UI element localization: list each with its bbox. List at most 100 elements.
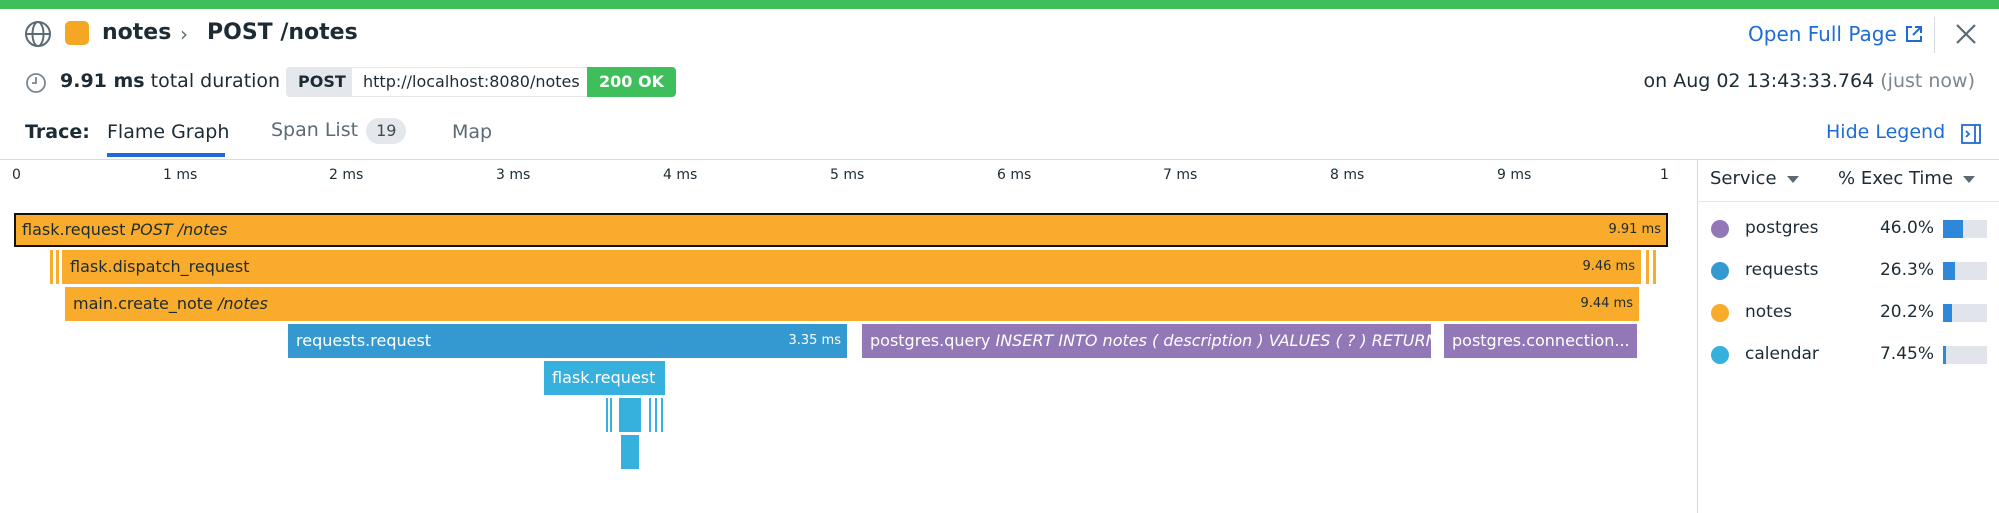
span-name: flask.request <box>22 220 126 239</box>
legend-service: requests <box>1745 260 1819 280</box>
span-requests-request[interactable]: requests.request 3.35 ms <box>288 324 847 358</box>
span-sliver[interactable] <box>1646 250 1649 284</box>
view-tabs: Trace: Flame Graph Span List 19 Map Hide … <box>0 112 1999 160</box>
hide-legend-button[interactable]: Hide Legend <box>1826 121 1946 143</box>
span-sliver[interactable] <box>56 250 59 284</box>
span-resource: /notes <box>218 294 268 313</box>
timestamp-value: on Aug 02 13:43:33.764 <box>1643 70 1875 92</box>
service-color-swatch <box>65 21 89 45</box>
http-method-badge: POST <box>286 67 358 97</box>
tab-flame-graph[interactable]: Flame Graph <box>107 121 230 143</box>
axis-tick: 5 ms <box>830 167 865 183</box>
axis-tick: 1 <box>1660 167 1669 183</box>
span-sliver[interactable] <box>606 398 608 432</box>
span-duration: 3.35 ms <box>788 333 841 348</box>
span-duration: 9.91 ms <box>1608 222 1661 237</box>
span-label: main.create_note /notes <box>73 294 268 313</box>
breadcrumb-chevron-icon: › <box>180 22 188 46</box>
span-flask-request-root[interactable]: flask.request POST /notes 9.91 ms <box>14 213 1668 247</box>
trace-label: Trace: <box>25 121 90 143</box>
caret-down-icon <box>1786 175 1799 183</box>
span-label: postgres.query INSERT INTO notes ( descr… <box>870 331 1431 350</box>
span-sliver[interactable] <box>50 250 53 284</box>
timestamp-relative: (just now) <box>1880 70 1975 92</box>
axis-tick: 8 ms <box>1330 167 1365 183</box>
legend-pct: 46.0% <box>1879 218 1934 238</box>
service-legend: Service % Exec Time postgres 46.0% reque… <box>1697 160 1999 513</box>
trace-timestamp: on Aug 02 13:43:33.764 (just now) <box>1644 70 1976 92</box>
exec-time-bar-fill <box>1943 220 1964 238</box>
span-sliver[interactable] <box>619 398 641 432</box>
legend-divider <box>1698 201 1999 202</box>
caret-down-icon <box>1963 175 1976 183</box>
legend-sort-exec-time[interactable]: % Exec Time <box>1838 168 1976 189</box>
service-dot <box>1711 220 1729 238</box>
legend-row[interactable]: postgres 46.0% <box>1698 212 1999 246</box>
span-calendar-flask-request[interactable]: flask.request <box>544 361 665 395</box>
axis-tick: 1 ms <box>163 167 198 183</box>
axis-tick: 2 ms <box>329 167 364 183</box>
axis-tick: 7 ms <box>1163 167 1198 183</box>
span-postgres-query[interactable]: postgres.query INSERT INTO notes ( descr… <box>862 324 1431 358</box>
summary-row: 9.91 ms total duration POST http://local… <box>0 62 1999 102</box>
axis-tick: 6 ms <box>997 167 1032 183</box>
tabs-divider <box>0 159 1999 160</box>
close-icon[interactable] <box>1950 18 1982 50</box>
request-url[interactable]: http://localhost:8080/notes <box>352 67 591 97</box>
span-resource: POST /notes <box>130 220 228 239</box>
header-divider <box>1934 17 1935 53</box>
legend-exec-header: % Exec Time <box>1838 168 1954 189</box>
clock-icon <box>26 73 46 93</box>
total-duration: 9.91 ms total duration <box>60 70 280 92</box>
span-label: flask.request POST /notes <box>22 220 228 239</box>
resource-name[interactable]: POST /notes <box>207 20 358 45</box>
duration-suffix: total duration <box>150 70 281 92</box>
external-link-icon[interactable] <box>1904 24 1924 44</box>
span-resource: INSERT INTO notes ( description ) VALUES… <box>995 331 1431 350</box>
exec-time-bar <box>1943 304 1987 322</box>
span-sliver[interactable] <box>610 398 612 432</box>
legend-row[interactable]: notes 20.2% <box>1698 296 1999 330</box>
exec-time-bar-fill <box>1943 304 1952 322</box>
service-dot <box>1711 346 1729 364</box>
axis-tick: 0 <box>12 167 21 183</box>
span-sliver[interactable] <box>1653 250 1656 284</box>
axis-tick: 3 ms <box>496 167 531 183</box>
legend-service: postgres <box>1745 218 1819 238</box>
span-sliver[interactable] <box>661 398 663 432</box>
span-sliver[interactable] <box>655 398 657 432</box>
flame-graph: 0 1 ms 2 ms 3 ms 4 ms 5 ms 6 ms 7 ms 8 m… <box>0 160 1697 513</box>
legend-sort-service[interactable]: Service <box>1710 168 1799 189</box>
axis-tick: 9 ms <box>1497 167 1532 183</box>
tab-map[interactable]: Map <box>452 121 493 143</box>
legend-pct: 26.3% <box>1879 260 1934 280</box>
span-flask-dispatch-request[interactable]: flask.dispatch_request 9.46 ms <box>62 250 1641 284</box>
service-dot <box>1711 262 1729 280</box>
status-top-bar <box>0 0 1999 9</box>
globe-icon <box>25 21 51 47</box>
collapse-legend-icon[interactable] <box>1960 123 1982 145</box>
legend-service-header: Service <box>1710 168 1777 189</box>
span-sliver[interactable] <box>649 398 651 432</box>
tab-span-list[interactable]: Span List 19 <box>271 118 407 144</box>
legend-pct: 7.45% <box>1879 344 1934 364</box>
span-sliver[interactable] <box>621 435 639 469</box>
span-duration: 9.46 ms <box>1582 259 1635 274</box>
span-main-create-note[interactable]: main.create_note /notes 9.44 ms <box>65 287 1639 321</box>
service-dot <box>1711 304 1729 322</box>
exec-time-bar-fill <box>1943 346 1947 364</box>
span-label: requests.request <box>296 331 432 350</box>
legend-row[interactable]: calendar 7.45% <box>1698 338 1999 372</box>
span-duration: 9.44 ms <box>1580 296 1633 311</box>
active-tab-indicator <box>107 153 225 157</box>
status-badge: 200 OK <box>587 67 676 97</box>
service-name[interactable]: notes <box>102 20 172 45</box>
exec-time-bar <box>1943 346 1987 364</box>
legend-pct: 20.2% <box>1879 302 1934 322</box>
title-row: notes › POST /notes Open Full Page <box>0 9 1999 59</box>
legend-row[interactable]: requests 26.3% <box>1698 254 1999 288</box>
span-count-badge: 19 <box>366 118 407 144</box>
open-full-page-link[interactable]: Open Full Page <box>1748 22 1897 46</box>
span-name: postgres.query <box>870 331 991 350</box>
span-postgres-connection[interactable]: postgres.connection... <box>1444 324 1637 358</box>
